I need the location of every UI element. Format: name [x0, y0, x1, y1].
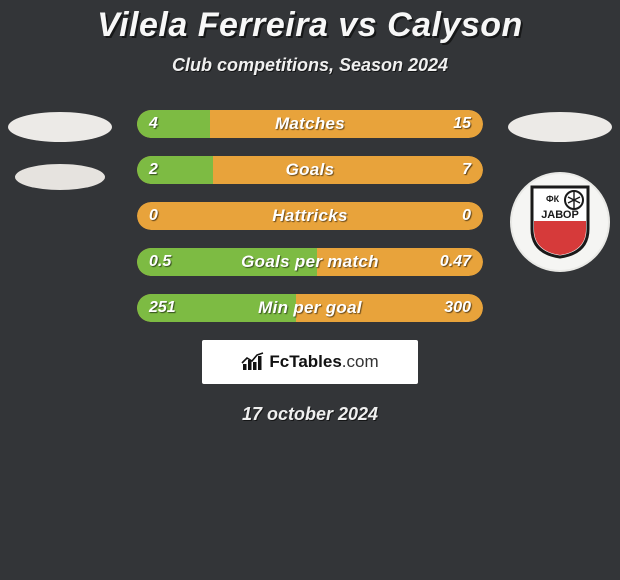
stat-bar: 251300Min per goal — [137, 294, 483, 322]
stat-bar: 0.50.47Goals per match — [137, 248, 483, 276]
chart-icon — [241, 352, 265, 372]
player2-club-badge: ФК ЈАВОР — [510, 172, 610, 272]
player2-photo-placeholder — [508, 112, 612, 142]
player1-photo-placeholder — [8, 112, 112, 142]
bar-label: Goals — [137, 156, 483, 184]
bar-label: Min per goal — [137, 294, 483, 322]
player2-name: Calyson — [387, 6, 523, 44]
brand-name: FcTables.com — [269, 352, 378, 372]
bar-label: Hattricks — [137, 202, 483, 230]
title: Vilela Ferreira vs Calyson — [0, 6, 620, 45]
bar-label: Matches — [137, 110, 483, 138]
stat-bar: 00Hattricks — [137, 202, 483, 230]
shield-icon: ФК ЈАВОР — [528, 185, 592, 259]
player1-side — [0, 110, 120, 190]
comparison-card: Vilela Ferreira vs Calyson Club competit… — [0, 0, 620, 425]
svg-text:ЈАВОР: ЈАВОР — [541, 209, 579, 221]
content-area: ФК ЈАВОР 415Matches 27Goals 00Hattricks 0.5… — [0, 110, 620, 425]
svg-text:ФК: ФК — [546, 194, 560, 204]
vs-text: vs — [338, 6, 377, 44]
player1-name: Vilela Ferreira — [97, 6, 328, 44]
player1-club-placeholder — [15, 164, 105, 190]
stat-bar: 415Matches — [137, 110, 483, 138]
stat-bar: 27Goals — [137, 156, 483, 184]
player2-side: ФК ЈАВОР — [500, 110, 620, 272]
date-text: 17 october 2024 — [0, 404, 620, 425]
stat-bars: 415Matches 27Goals 00Hattricks 0.50.47Goals… — [137, 110, 483, 322]
bar-label: Goals per match — [137, 248, 483, 276]
brand-box: FcTables.com — [202, 340, 418, 384]
subtitle: Club competitions, Season 2024 — [0, 55, 620, 76]
